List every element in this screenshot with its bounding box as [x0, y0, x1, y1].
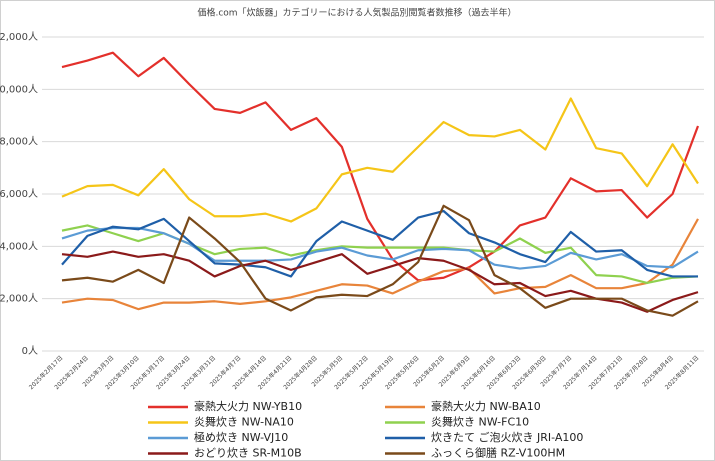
y-tick-label: 0人	[22, 345, 38, 357]
series-line	[61, 226, 699, 270]
y-tick-label: 10,000人	[0, 83, 38, 95]
legend-label: おどり炊き SR-M10B	[194, 447, 302, 460]
series-line	[61, 209, 698, 278]
series-line	[61, 51, 700, 282]
legend-label: 炎舞炊き NW-FC10	[431, 416, 529, 429]
y-tick-label: 6,000人	[0, 188, 38, 200]
series-line	[61, 250, 699, 313]
y-tick-label: 8,000人	[0, 136, 38, 148]
legend-label: 極め炊き NW-VJ10	[194, 430, 288, 444]
y-tick-label: 4,000人	[0, 240, 38, 252]
series-line	[61, 204, 699, 317]
legend-label: 豪熱大火力 NW-YB10	[194, 399, 302, 413]
legend-label: 炎舞炊き NW-NA10	[194, 416, 294, 429]
chart-title: 価格.com「炊飯器」カテゴリーにおける人気製品別閲覧者数推移（過去半年）	[197, 7, 516, 19]
y-tick-label: 12,000人	[0, 31, 38, 43]
series-line	[61, 97, 699, 223]
legend-label: 炊きたて ご泡火炊き JRI-A100	[431, 430, 583, 444]
y-tick-label: 2,000人	[0, 293, 38, 305]
legend-label: 豪熱大火力 NW-BA10	[431, 399, 541, 413]
legend-label: ふっくら御膳 RZ-V100HM	[431, 446, 565, 460]
